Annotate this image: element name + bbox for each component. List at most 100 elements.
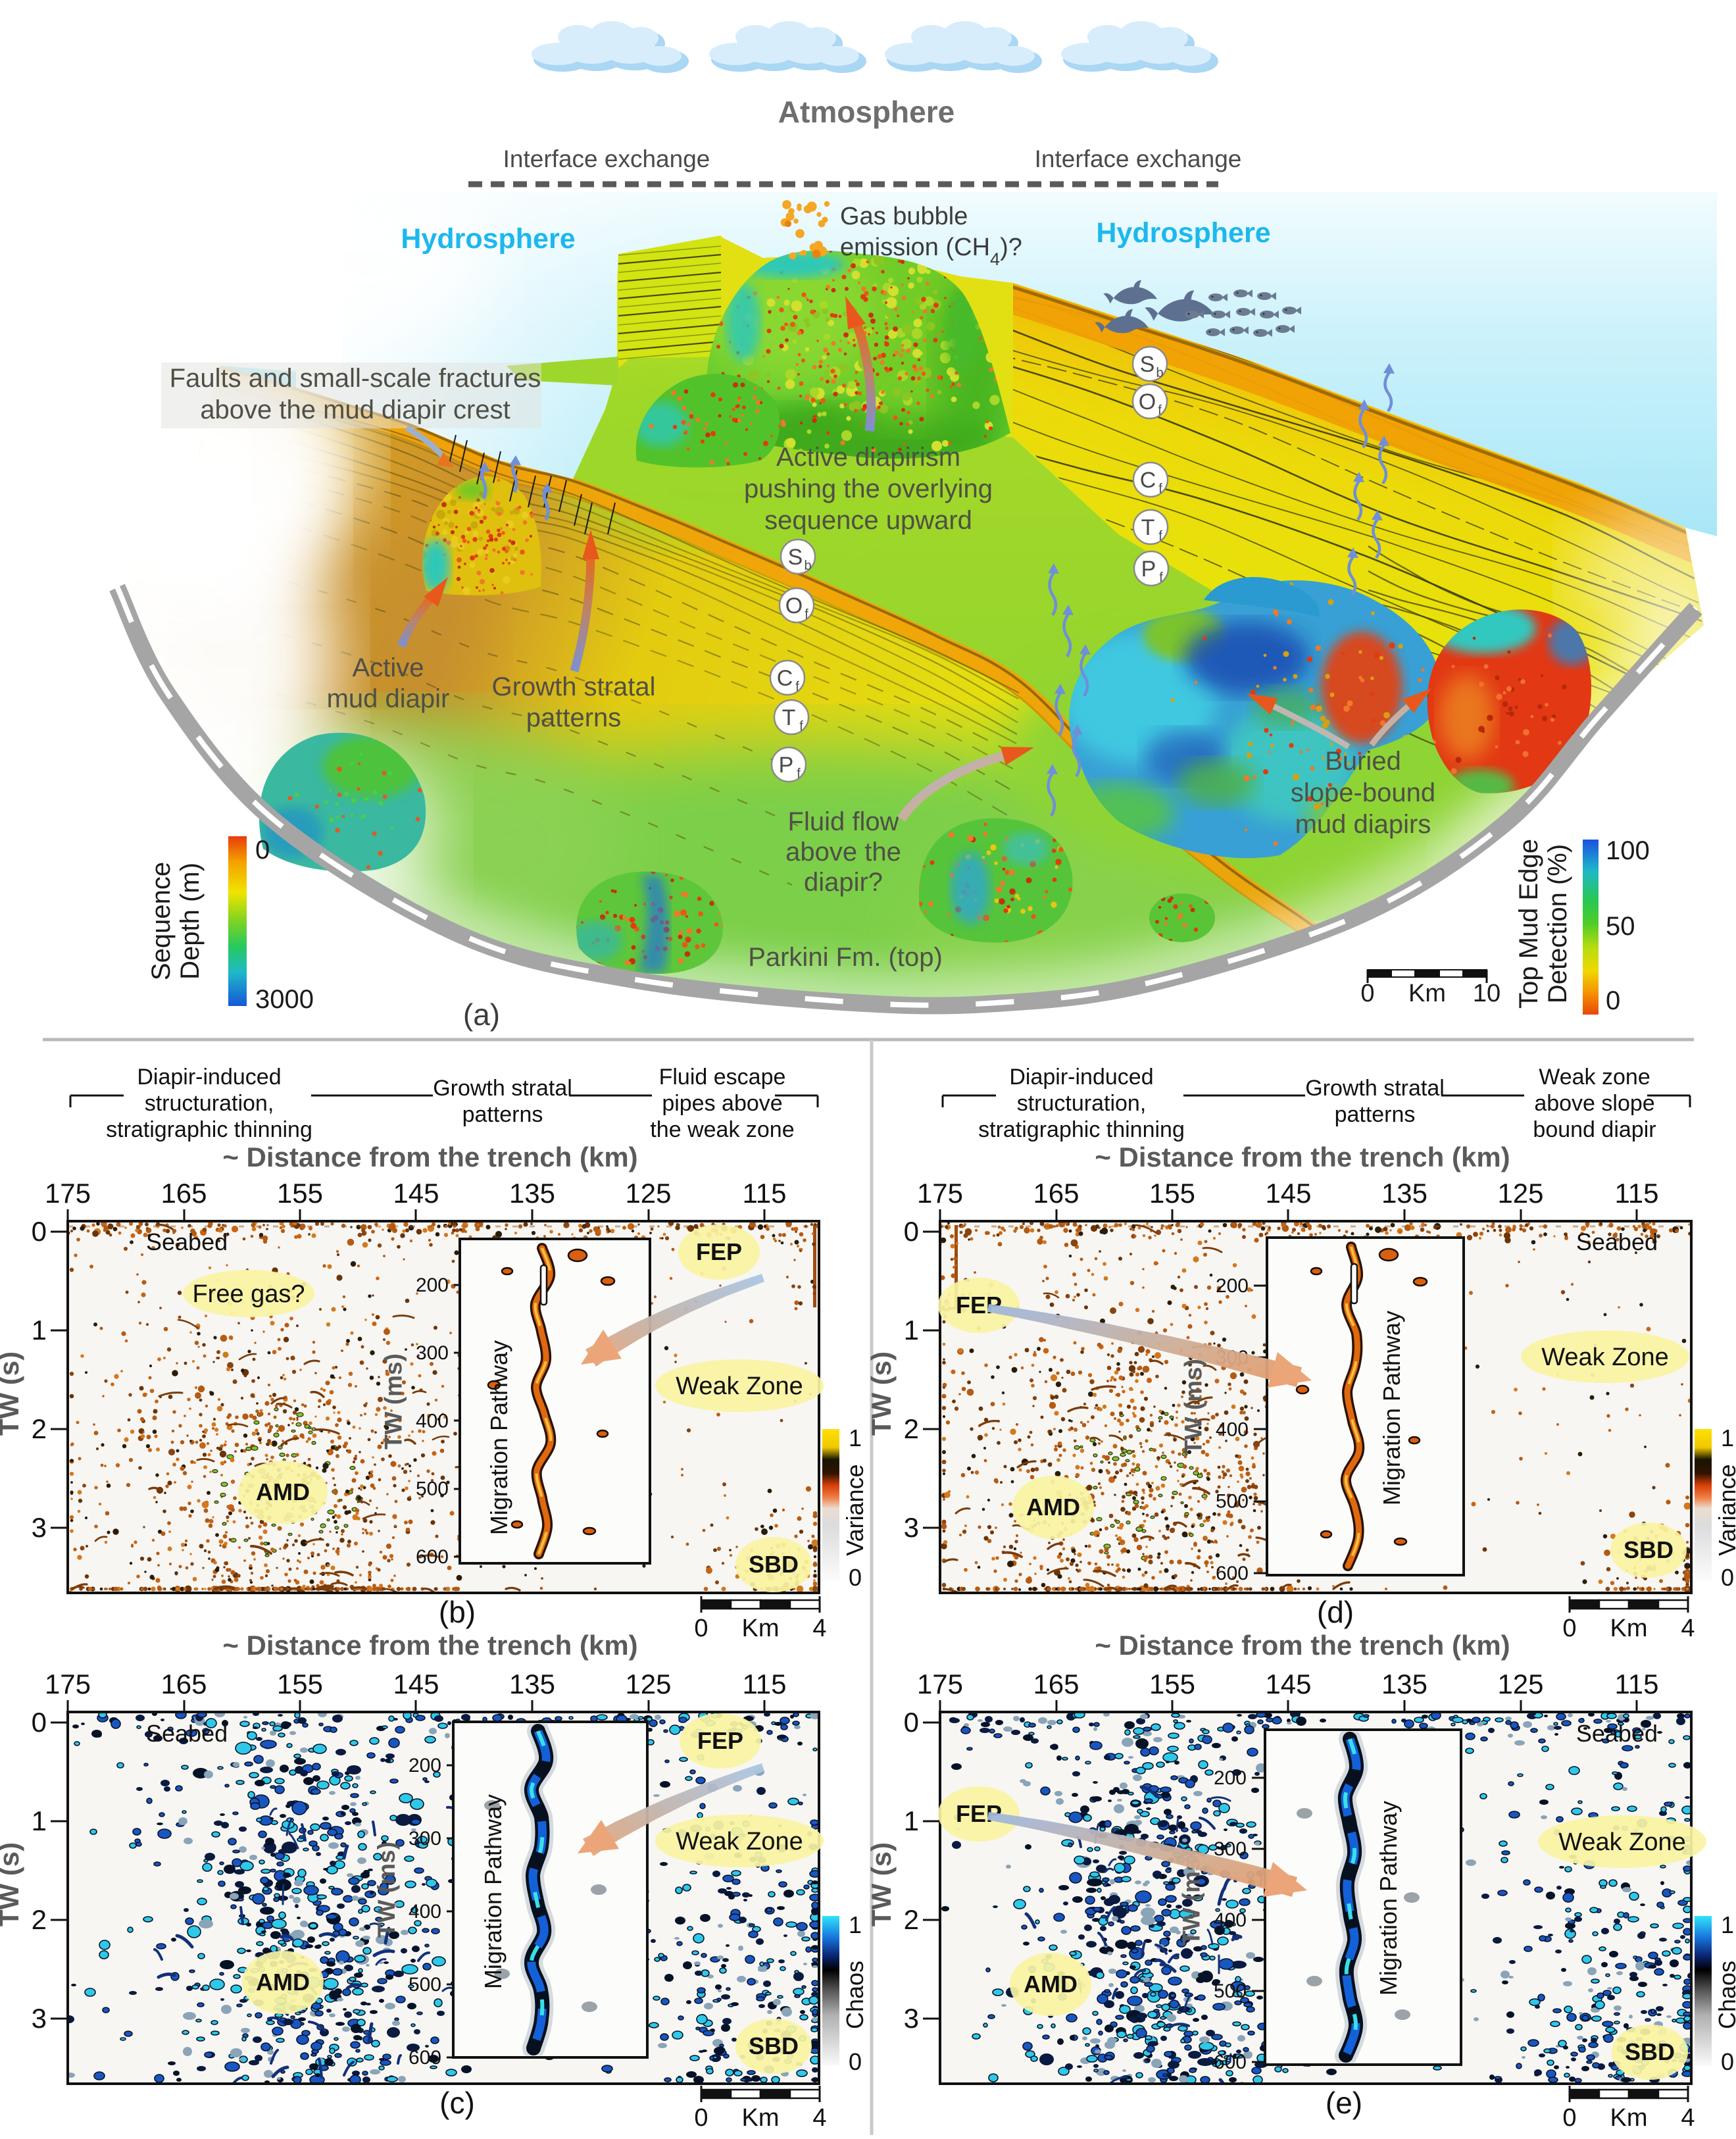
svg-text:TW (s): TW (s) (866, 1351, 897, 1436)
svg-text:3: 3 (904, 1512, 919, 1543)
svg-text:b: b (804, 559, 811, 573)
svg-text:Active: Active (353, 653, 424, 682)
svg-text:0: 0 (32, 1707, 47, 1738)
svg-text:2: 2 (32, 1413, 47, 1444)
svg-text:175: 175 (917, 1669, 963, 1699)
svg-text:Growth stratal: Growth stratal (1305, 1076, 1445, 1101)
svg-text:Growth stratal: Growth stratal (492, 672, 656, 701)
svg-text:0: 0 (32, 1216, 47, 1247)
svg-text:f: f (1159, 570, 1163, 585)
svg-text:10: 10 (1473, 980, 1500, 1007)
svg-text:structuration,: structuration, (1017, 1091, 1147, 1116)
svg-text:T: T (1141, 515, 1155, 540)
svg-text:stratigraphic thinning: stratigraphic thinning (978, 1117, 1185, 1142)
svg-text:diapir?: diapir? (804, 868, 883, 897)
svg-text:above slope: above slope (1534, 1091, 1654, 1116)
svg-text:100: 100 (1606, 836, 1650, 865)
svg-text:Growth stratal: Growth stratal (433, 1076, 572, 1101)
svg-text:sequence upward: sequence upward (764, 506, 972, 535)
svg-text:O: O (785, 593, 803, 618)
svg-text:P: P (779, 753, 794, 778)
svg-text:Interface exchange: Interface exchange (1035, 145, 1242, 172)
svg-text:b: b (1156, 366, 1163, 380)
svg-text:f: f (805, 607, 808, 622)
svg-text:f: f (1158, 403, 1162, 418)
svg-text:mud diapir: mud diapir (327, 684, 450, 713)
svg-text:f: f (1158, 482, 1162, 496)
svg-text:Parkini Fm. (top): Parkini Fm. (top) (748, 943, 943, 972)
svg-text:115: 115 (1615, 1178, 1659, 1209)
svg-text:above the mud diapir crest: above the mud diapir crest (200, 395, 510, 424)
svg-text:Fluid flow: Fluid flow (788, 807, 899, 836)
svg-text:2: 2 (904, 1904, 919, 1935)
svg-text:Buried: Buried (1325, 747, 1401, 776)
svg-text:Hydrosphere: Hydrosphere (401, 223, 575, 255)
svg-text:145: 145 (393, 1178, 439, 1209)
svg-text:above the: above the (785, 838, 901, 867)
svg-text:structuration,: structuration, (145, 1091, 274, 1116)
svg-text:Sequence: Sequence (147, 862, 176, 980)
svg-text:135: 135 (509, 1178, 555, 1209)
svg-text:0: 0 (255, 836, 270, 865)
svg-text:165: 165 (1033, 1669, 1079, 1699)
svg-text:Detection (%): Detection (%) (1543, 844, 1572, 1003)
svg-text:125: 125 (625, 1178, 671, 1209)
svg-text:3: 3 (32, 1512, 47, 1543)
svg-text:Hydrosphere: Hydrosphere (1096, 217, 1270, 249)
svg-text:115: 115 (743, 1178, 787, 1209)
svg-text:3000: 3000 (255, 985, 314, 1014)
svg-text:1: 1 (904, 1315, 919, 1346)
svg-text:165: 165 (161, 1178, 207, 1209)
svg-text:(a): (a) (463, 997, 500, 1032)
svg-text:155: 155 (277, 1669, 323, 1699)
svg-text:3: 3 (904, 2003, 919, 2034)
svg-text:S: S (788, 545, 803, 570)
svg-text:~ Distance from the trench (km: ~ Distance from the trench (km) (222, 1142, 637, 1172)
svg-text:T: T (782, 705, 796, 730)
svg-text:145: 145 (393, 1669, 439, 1699)
svg-text:mud diapirs: mud diapirs (1295, 810, 1431, 839)
svg-text:0: 0 (904, 1707, 919, 1738)
svg-text:Depth (m): Depth (m) (176, 863, 205, 980)
svg-text:S: S (1140, 352, 1155, 377)
svg-text:patterns: patterns (1335, 1102, 1416, 1127)
svg-text:125: 125 (1497, 1178, 1543, 1209)
svg-text:~ Distance from the trench (km: ~ Distance from the trench (km) (1095, 1630, 1510, 1661)
svg-text:0: 0 (1606, 986, 1620, 1015)
svg-text:145: 145 (1265, 1669, 1311, 1699)
svg-text:145: 145 (1265, 1178, 1311, 1209)
svg-text:1: 1 (32, 1805, 47, 1836)
svg-text:~ Distance from the trench (km: ~ Distance from the trench (km) (222, 1630, 637, 1661)
svg-text:f: f (1158, 529, 1162, 543)
svg-text:135: 135 (1381, 1669, 1427, 1699)
svg-text:f: f (795, 680, 799, 694)
svg-text:Faults and small-scale fractur: Faults and small-scale fractures (170, 364, 541, 393)
svg-text:50: 50 (1606, 912, 1635, 941)
svg-text:115: 115 (1615, 1669, 1659, 1699)
svg-text:2: 2 (904, 1413, 919, 1444)
svg-text:C: C (777, 666, 793, 691)
svg-text:Diapir-induced: Diapir-induced (137, 1065, 281, 1090)
svg-text:~ Distance from the trench (km: ~ Distance from the trench (km) (1095, 1142, 1510, 1172)
svg-text:slope-bound: slope-bound (1291, 778, 1435, 807)
svg-text:bound diapir: bound diapir (1533, 1117, 1656, 1142)
svg-text:155: 155 (1149, 1669, 1195, 1699)
svg-text:f: f (799, 719, 803, 734)
svg-text:Km: Km (1408, 980, 1446, 1007)
svg-text:175: 175 (917, 1178, 963, 1209)
svg-text:2: 2 (32, 1904, 47, 1935)
svg-text:135: 135 (509, 1669, 555, 1699)
svg-text:3: 3 (32, 2003, 47, 2034)
svg-text:Atmosphere: Atmosphere (778, 95, 955, 129)
svg-text:patterns: patterns (462, 1102, 543, 1127)
svg-text:175: 175 (45, 1669, 91, 1699)
svg-text:1: 1 (904, 1805, 919, 1836)
svg-text:P: P (1141, 557, 1156, 582)
svg-text:125: 125 (625, 1669, 671, 1699)
svg-text:O: O (1139, 390, 1156, 415)
svg-text:125: 125 (1497, 1669, 1543, 1699)
svg-text:Weak zone: Weak zone (1539, 1065, 1650, 1090)
svg-text:TW (s): TW (s) (866, 1842, 897, 1926)
svg-text:0: 0 (904, 1216, 919, 1247)
svg-text:Active diapirism: Active diapirism (776, 443, 960, 472)
